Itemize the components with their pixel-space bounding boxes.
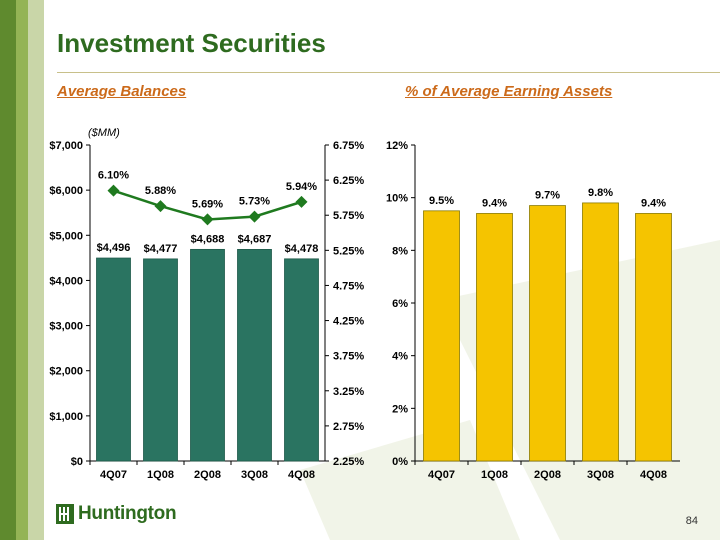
y2-tick-label: 3.25% [333,386,364,398]
x-tick-label: 4Q07 [100,469,127,481]
pct-x-tick-label: 4Q07 [428,469,455,481]
pct-bar [582,202,619,462]
pct-x-tick-label: 1Q08 [481,469,508,481]
y-tick-label: $0 [71,456,83,468]
bar [190,248,225,462]
pct-bar [476,213,513,462]
pct-bar [423,210,460,462]
pct-bar-value-label: 9.7% [535,190,560,202]
x-tick-label: 1Q08 [147,469,174,481]
yield-marker [295,195,308,208]
y2-tick-label: 3.75% [333,351,364,363]
yield-label: 5.73% [239,196,270,208]
y-tick-label: $5,000 [49,230,83,242]
bar [237,249,272,462]
bar-value-label: $4,478 [285,243,319,255]
decorative-sidebar [0,0,44,540]
bar [143,258,178,462]
y-tick-label: $1,000 [49,411,83,423]
yield-label: 5.88% [145,185,176,197]
x-tick-label: 4Q08 [288,469,315,481]
x-tick-label: 3Q08 [241,469,268,481]
left-chart-subtitle: Average Balances [57,83,187,100]
logo-text: Huntington [78,503,177,524]
y-tick-label: $3,000 [49,321,83,333]
y-tick-label: $7,000 [49,140,83,152]
bar-value-label: $4,687 [238,233,272,245]
y-tick-label: $2,000 [49,366,83,378]
pct-y-tick-label: 6% [392,298,408,310]
y2-tick-label: 4.75% [333,280,364,292]
pct-y-tick-label: 4% [392,351,408,363]
pct-bar [635,213,672,462]
pct-bar-value-label: 9.5% [429,195,454,207]
yield-label: 5.69% [192,198,223,210]
y2-tick-label: 5.75% [333,210,364,222]
page-number: 84 [685,515,698,527]
bar-value-label: $4,688 [191,233,225,245]
pct-bar-value-label: 9.8% [588,187,613,199]
yield-label: 6.10% [98,170,129,182]
bar [96,257,131,462]
yield-label: 5.94% [286,181,317,193]
pct-y-tick-label: 0% [392,456,408,468]
y2-tick-label: 4.25% [333,316,364,328]
pct-y-tick-label: 8% [392,245,408,257]
y-tick-label: $6,000 [49,185,83,197]
bar-value-label: $4,477 [144,243,178,255]
unit-note: ($MM) [88,127,120,139]
pct-bar [529,205,566,462]
huntington-logo-icon [56,504,74,524]
yield-marker [201,213,214,226]
yield-marker [154,200,167,213]
x-tick-label: 2Q08 [194,469,221,481]
y2-tick-label: 2.25% [333,456,364,468]
page-title: Investment Securities [57,28,326,58]
pct-x-tick-label: 3Q08 [587,469,614,481]
pct-y-tick-label: 2% [392,403,408,415]
pct-x-tick-label: 4Q08 [640,469,667,481]
yield-marker [248,210,261,223]
yield-marker [107,184,120,197]
bar [284,258,319,462]
title-divider [57,72,720,73]
huntington-logo: Huntington [56,503,177,525]
y2-tick-label: 6.75% [333,140,364,152]
y2-tick-label: 2.75% [333,421,364,433]
right-chart-subtitle: % of Average Earning Assets [405,83,613,100]
y2-tick-label: 6.25% [333,175,364,187]
pct-x-tick-label: 2Q08 [534,469,561,481]
pct-bar-value-label: 9.4% [482,197,507,209]
bar-value-label: $4,496 [97,242,131,254]
pct-y-tick-label: 12% [386,140,408,152]
y2-tick-label: 5.25% [333,245,364,257]
pct-bar-value-label: 9.4% [641,197,666,209]
y-tick-label: $4,000 [49,275,83,287]
pct-y-tick-label: 10% [386,193,408,205]
